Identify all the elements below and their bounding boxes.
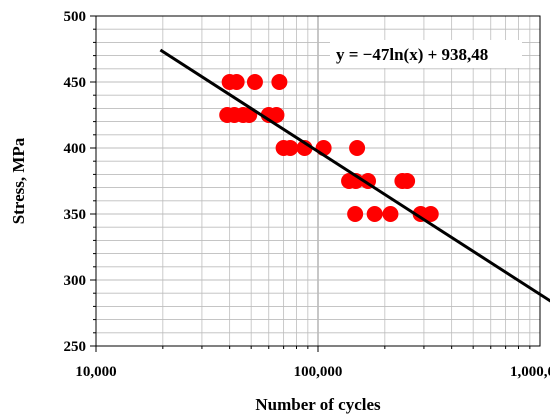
data-point <box>271 74 288 90</box>
data-point <box>382 206 399 222</box>
plot-border <box>95 15 541 347</box>
data-point <box>347 206 364 222</box>
data-point <box>399 173 416 189</box>
equation-text: y = −47ln(x) + 938,48 <box>336 45 488 64</box>
y-tick-labels: 250 300 350 400 450 500 <box>64 9 87 355</box>
x-tick-label: 100,000 <box>294 364 343 380</box>
data-point <box>349 140 366 156</box>
y-axis-title: Stress, MPa <box>9 137 28 224</box>
trendline <box>159 48 550 303</box>
y-tick-label: 500 <box>64 9 87 25</box>
data-point <box>282 140 299 156</box>
data-point <box>268 107 285 123</box>
x-tick-labels: 10,000 100,000 1,000,000 <box>75 364 550 380</box>
y-tick-label: 450 <box>64 75 87 91</box>
data-point <box>366 206 383 222</box>
equation-box <box>330 40 522 68</box>
y-tick-label: 350 <box>64 207 87 223</box>
grid <box>95 16 540 346</box>
data-point <box>422 206 439 222</box>
y-tick-label: 250 <box>64 339 87 355</box>
data-point <box>246 74 263 90</box>
x-tick-label: 1,000,000 <box>510 364 550 380</box>
data-point <box>228 74 245 90</box>
y-tick-label: 400 <box>64 141 87 157</box>
x-axis-title: Number of cycles <box>255 395 381 414</box>
x-tick-label: 10,000 <box>75 364 116 380</box>
data-points <box>219 74 439 222</box>
equation-label: y = −47ln(x) + 938,48 <box>330 40 522 68</box>
y-tick-label: 300 <box>64 273 87 289</box>
